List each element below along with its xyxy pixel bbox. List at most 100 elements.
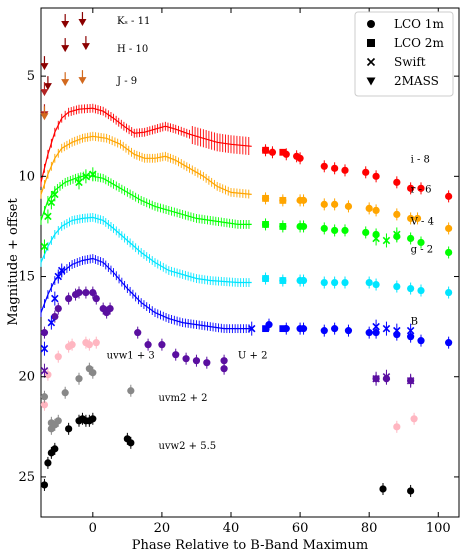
band-label-r-6: r - 6: [411, 184, 432, 195]
point-b: [417, 337, 425, 345]
point-2m-b: [279, 325, 287, 333]
band-label-uvm2-2: uvm2 + 2: [158, 393, 207, 404]
legend: LCO 1m LCO 2m Swift 2MASS: [354, 11, 454, 97]
band-label-u-2: U + 2: [238, 351, 268, 362]
point-uvw2-5-5: [127, 439, 135, 447]
point-uvw1-3: [40, 401, 49, 409]
point-u-2: [89, 288, 97, 297]
point-i-8: [445, 192, 453, 200]
point-g-2: [445, 288, 453, 297]
legend-marker-lco-2m: [367, 39, 375, 47]
point-u-2: [192, 357, 201, 365]
point-k-11: [78, 19, 87, 27]
point-i-8: [268, 148, 277, 156]
point-g-2: [299, 276, 308, 285]
band-label-k-11: Kₛ - 11: [117, 16, 150, 27]
point-2m-r-6: [279, 196, 287, 204]
point-i-8: [341, 166, 349, 174]
point-g-2: [320, 278, 328, 287]
data-points: [40, 12, 453, 497]
point-h-10: [40, 89, 49, 97]
band-label-j-9: J - 9: [116, 76, 137, 87]
point-r-6: [445, 224, 453, 233]
point-i-8: [331, 164, 339, 172]
point-uvw2-5-5: [89, 415, 97, 423]
point-v-4: [407, 234, 415, 243]
point-r-6: [331, 200, 339, 208]
point-u-2: [172, 351, 180, 359]
point-v-4: [417, 238, 425, 247]
point-r-6: [365, 204, 373, 212]
band-label-uvw1-3: uvw1 + 3: [107, 351, 155, 362]
point-uvw1-3: [68, 341, 76, 349]
point-u-2: [92, 294, 100, 303]
band-labels: Kₛ - 11 H - 10 J - 9 i - 8 r - 6 V - 4 g - 2 Bu…: [107, 16, 434, 452]
legend-label-2mass: 2MASS: [394, 74, 439, 88]
legend-label-lco-2m: LCO 2m: [394, 36, 444, 50]
x-tick-label: 60: [292, 521, 309, 536]
point-b: [365, 329, 373, 337]
point-u-2: [203, 359, 211, 367]
y-tick-label: 25: [18, 470, 35, 485]
point-u-2: [134, 329, 142, 337]
point-uvw2-5-5: [51, 445, 59, 453]
band-label-h-10: H - 10: [117, 44, 148, 55]
band-label-g-2: g - 2: [411, 244, 434, 255]
point-r-6: [320, 200, 328, 208]
legend-marker-2mass: [366, 77, 376, 86]
point-u-2: [158, 341, 166, 349]
x-tick-label: 40: [223, 521, 240, 536]
point-uvm2-2: [61, 389, 69, 397]
point-i-8: [393, 178, 401, 186]
point-uvw1-3: [85, 341, 93, 349]
point-uvw1-3: [410, 415, 418, 423]
legend-marker-lco-1m: [367, 20, 375, 28]
point-2m-i-8: [279, 148, 287, 156]
point-b: [320, 327, 328, 335]
point-u-2: [220, 357, 228, 365]
point-b: [299, 325, 308, 333]
point-g-2: [372, 280, 380, 289]
point-r-6: [413, 214, 422, 223]
point-r-6: [407, 214, 415, 223]
y-tick-label: 20: [18, 370, 35, 385]
x-tick-label: 0: [89, 521, 97, 536]
point-j-9: [61, 79, 70, 87]
band-label-b: B: [411, 317, 418, 328]
point-i-8: [296, 154, 304, 162]
point-k-11: [61, 21, 70, 29]
legend-marker-swift: [366, 57, 376, 67]
point-uvw1-3: [393, 423, 401, 431]
point-r-6: [393, 210, 401, 219]
point-2m-g-2: [262, 275, 269, 282]
point-uvw1-3: [54, 353, 62, 361]
point-uvw2-5-5: [44, 459, 52, 467]
point-i-8: [417, 184, 425, 192]
point-u-2: [51, 313, 59, 321]
point-g-2: [365, 278, 373, 287]
point-i-8: [320, 162, 328, 170]
point-v-4: [299, 222, 308, 231]
point-r-6: [299, 196, 308, 204]
point-g-2: [331, 278, 339, 287]
point-g-2: [417, 286, 425, 295]
x-tick-label: 80: [361, 521, 378, 536]
point-r-6: [344, 202, 353, 210]
point-b: [445, 339, 453, 347]
point-2m-g-2: [279, 277, 287, 284]
point-2m-r-6: [262, 194, 269, 202]
point-uvw2-5-5: [407, 487, 415, 495]
point-u-2: [106, 304, 114, 313]
point-r-6: [372, 206, 380, 214]
point-u-2: [65, 294, 73, 303]
point-u-2: [75, 288, 83, 297]
point-uvm2-2: [127, 387, 135, 395]
point-g-2: [393, 282, 401, 291]
point-k-11: [61, 45, 70, 53]
point-b: [331, 325, 339, 333]
y-axis-label: Magnitude + offset: [6, 198, 21, 326]
point-g-2: [407, 284, 415, 293]
legend-label-swift: Swift: [394, 55, 426, 69]
point-2m-v-4: [279, 223, 287, 230]
point-u-2: [182, 355, 190, 363]
